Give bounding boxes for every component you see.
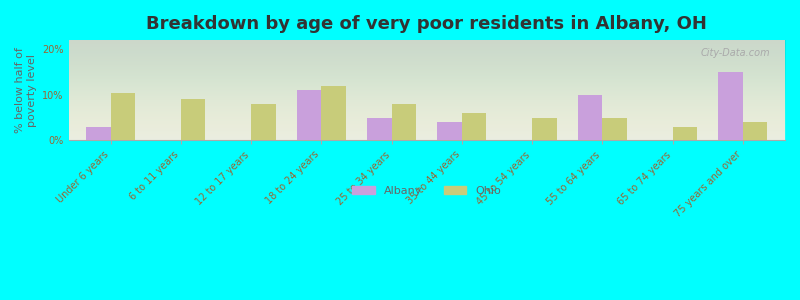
Bar: [532, 118, 557, 140]
Bar: [251, 104, 276, 140]
Bar: [578, 95, 602, 140]
Legend: Albany, Ohio: Albany, Ohio: [348, 181, 506, 200]
Bar: [462, 113, 486, 140]
Bar: [673, 127, 697, 140]
Bar: [718, 72, 743, 140]
Bar: [392, 104, 416, 140]
Bar: [602, 118, 627, 140]
Bar: [367, 118, 392, 140]
Title: Breakdown by age of very poor residents in Albany, OH: Breakdown by age of very poor residents …: [146, 15, 707, 33]
Bar: [110, 92, 135, 140]
Text: City-Data.com: City-Data.com: [701, 48, 770, 58]
Bar: [438, 122, 462, 140]
Bar: [322, 86, 346, 140]
Bar: [181, 99, 206, 140]
Bar: [297, 90, 322, 140]
Bar: [743, 122, 767, 140]
Bar: [86, 127, 110, 140]
Y-axis label: % below half of
poverty level: % below half of poverty level: [15, 47, 37, 133]
